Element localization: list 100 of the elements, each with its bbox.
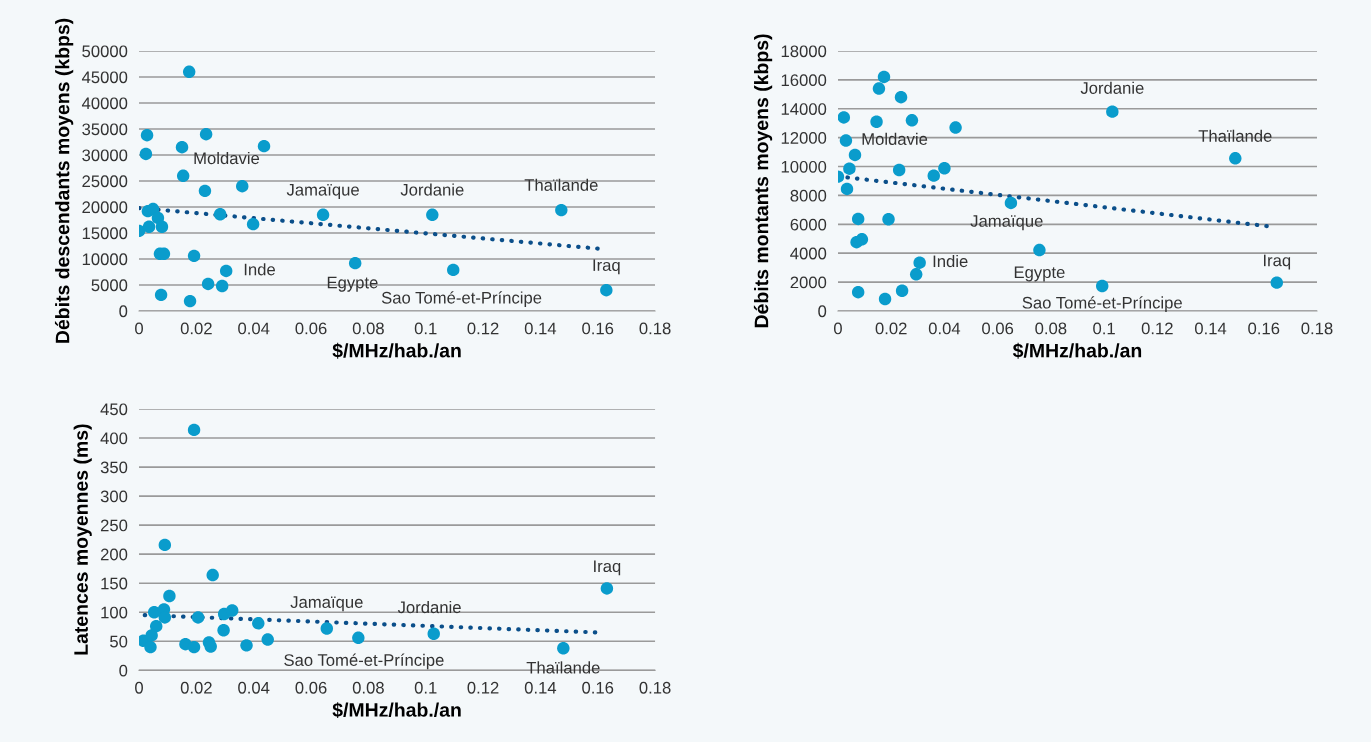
point [187,423,201,437]
y-tick-label: 10000 [781,160,827,173]
x-tick-label: 0 [135,322,143,335]
annotation: Indie [933,254,968,268]
x-tick-label: 0.18 [639,322,671,335]
point [198,184,212,198]
annotation: Sao Tomé-et-Príncipe [1022,296,1182,312]
x-tick-label: 0.16 [1248,322,1280,335]
point [206,568,219,582]
x-tick-label: 0.08 [352,322,384,335]
point [348,256,362,270]
x-tick-label: 0.02 [180,322,212,335]
point [1229,152,1242,165]
point [878,292,892,306]
point [555,203,568,217]
point [1033,243,1046,257]
annotation: Iraq [593,259,620,275]
y-tick-label: 4000 [790,247,827,260]
point [225,604,239,617]
annotation: Moldavie [862,132,928,145]
y-axis-title: Latences moyennes (ms) [73,424,92,655]
point [927,169,940,182]
point [150,619,163,633]
x-tick-label: 0.16 [582,681,614,694]
point [882,213,895,226]
annotation: Iraq [1263,254,1291,270]
point [600,283,613,297]
x-tick-label: 0.04 [238,322,270,335]
point [219,264,233,278]
point [848,148,862,162]
annotation: Iraq [594,560,621,576]
point [252,617,265,630]
point [839,134,853,147]
x-tick-label: 0.1 [414,322,437,335]
y-tick-label: 15000 [82,227,128,240]
point [855,233,869,246]
x-tick-label: 0.04 [928,322,961,335]
y-axis-title: Débits montants moyens (kbps) [753,34,773,328]
annotation: Thaïlande [524,178,598,191]
y-tick-label: 20000 [82,201,128,214]
y-tick-label: 8000 [790,189,827,202]
annotation: Thaïlande [526,661,600,674]
y-tick-label: 0 [818,305,827,318]
y-tick-label: 450 [100,403,128,416]
point [139,147,153,161]
x-tick-label: 0.14 [1194,322,1227,335]
y-tick-label: 350 [100,461,128,474]
point [851,212,865,226]
point [158,611,172,624]
annotation: Jordanie [397,600,461,614]
point [155,220,169,233]
point [913,256,926,269]
x-tick-label: 0.12 [467,322,499,335]
point [145,629,158,642]
y-tick-label: 150 [101,577,128,590]
point [176,169,190,182]
point [240,639,253,652]
y-tick-label: 2000 [790,276,827,289]
point [909,268,923,281]
annotation: Jordanie [1080,81,1144,94]
y-tick-label: 300 [100,490,128,503]
point [837,111,851,124]
point [840,182,854,196]
x-tick-label: 0.16 [582,322,614,335]
point [894,90,908,104]
x-tick-label: 0.06 [295,322,327,335]
point [1270,276,1284,289]
y-tick-label: 100 [101,606,128,619]
point [201,277,215,291]
y-tick-label: 10000 [82,253,128,266]
annotation: Jordanie [400,183,464,196]
annotation: Jamaïque [290,596,363,612]
point [892,163,906,177]
x-tick-label: 0.04 [238,681,270,694]
point [158,538,172,552]
point [851,285,865,299]
point [163,589,176,603]
x-tick-label: 0.14 [524,681,557,694]
x-tick-label: 0.02 [875,322,907,335]
point [144,640,157,654]
point [215,279,229,293]
x-tick-label: 0.02 [180,681,212,694]
y-tick-label: 18000 [781,45,827,58]
point [895,284,909,297]
y-tick-label: 45000 [81,71,128,84]
y-tick-label: 50 [110,635,128,648]
point [905,114,919,127]
point [175,140,189,154]
y-tick-label: 35000 [82,123,128,136]
point [261,633,274,646]
point [316,208,330,221]
x-tick-label: 0.06 [982,322,1014,335]
point [183,294,197,308]
y-tick-label: 50000 [82,45,128,58]
x-tick-label: 0.18 [1301,322,1333,335]
x-tick-label: 0.14 [524,322,557,335]
y-tick-label: 12000 [781,132,827,144]
x-axis-title: $/MHz/hab./an [332,702,461,719]
annotation: Jamaïque [286,184,359,199]
x-tick-label: 0 [135,681,143,694]
